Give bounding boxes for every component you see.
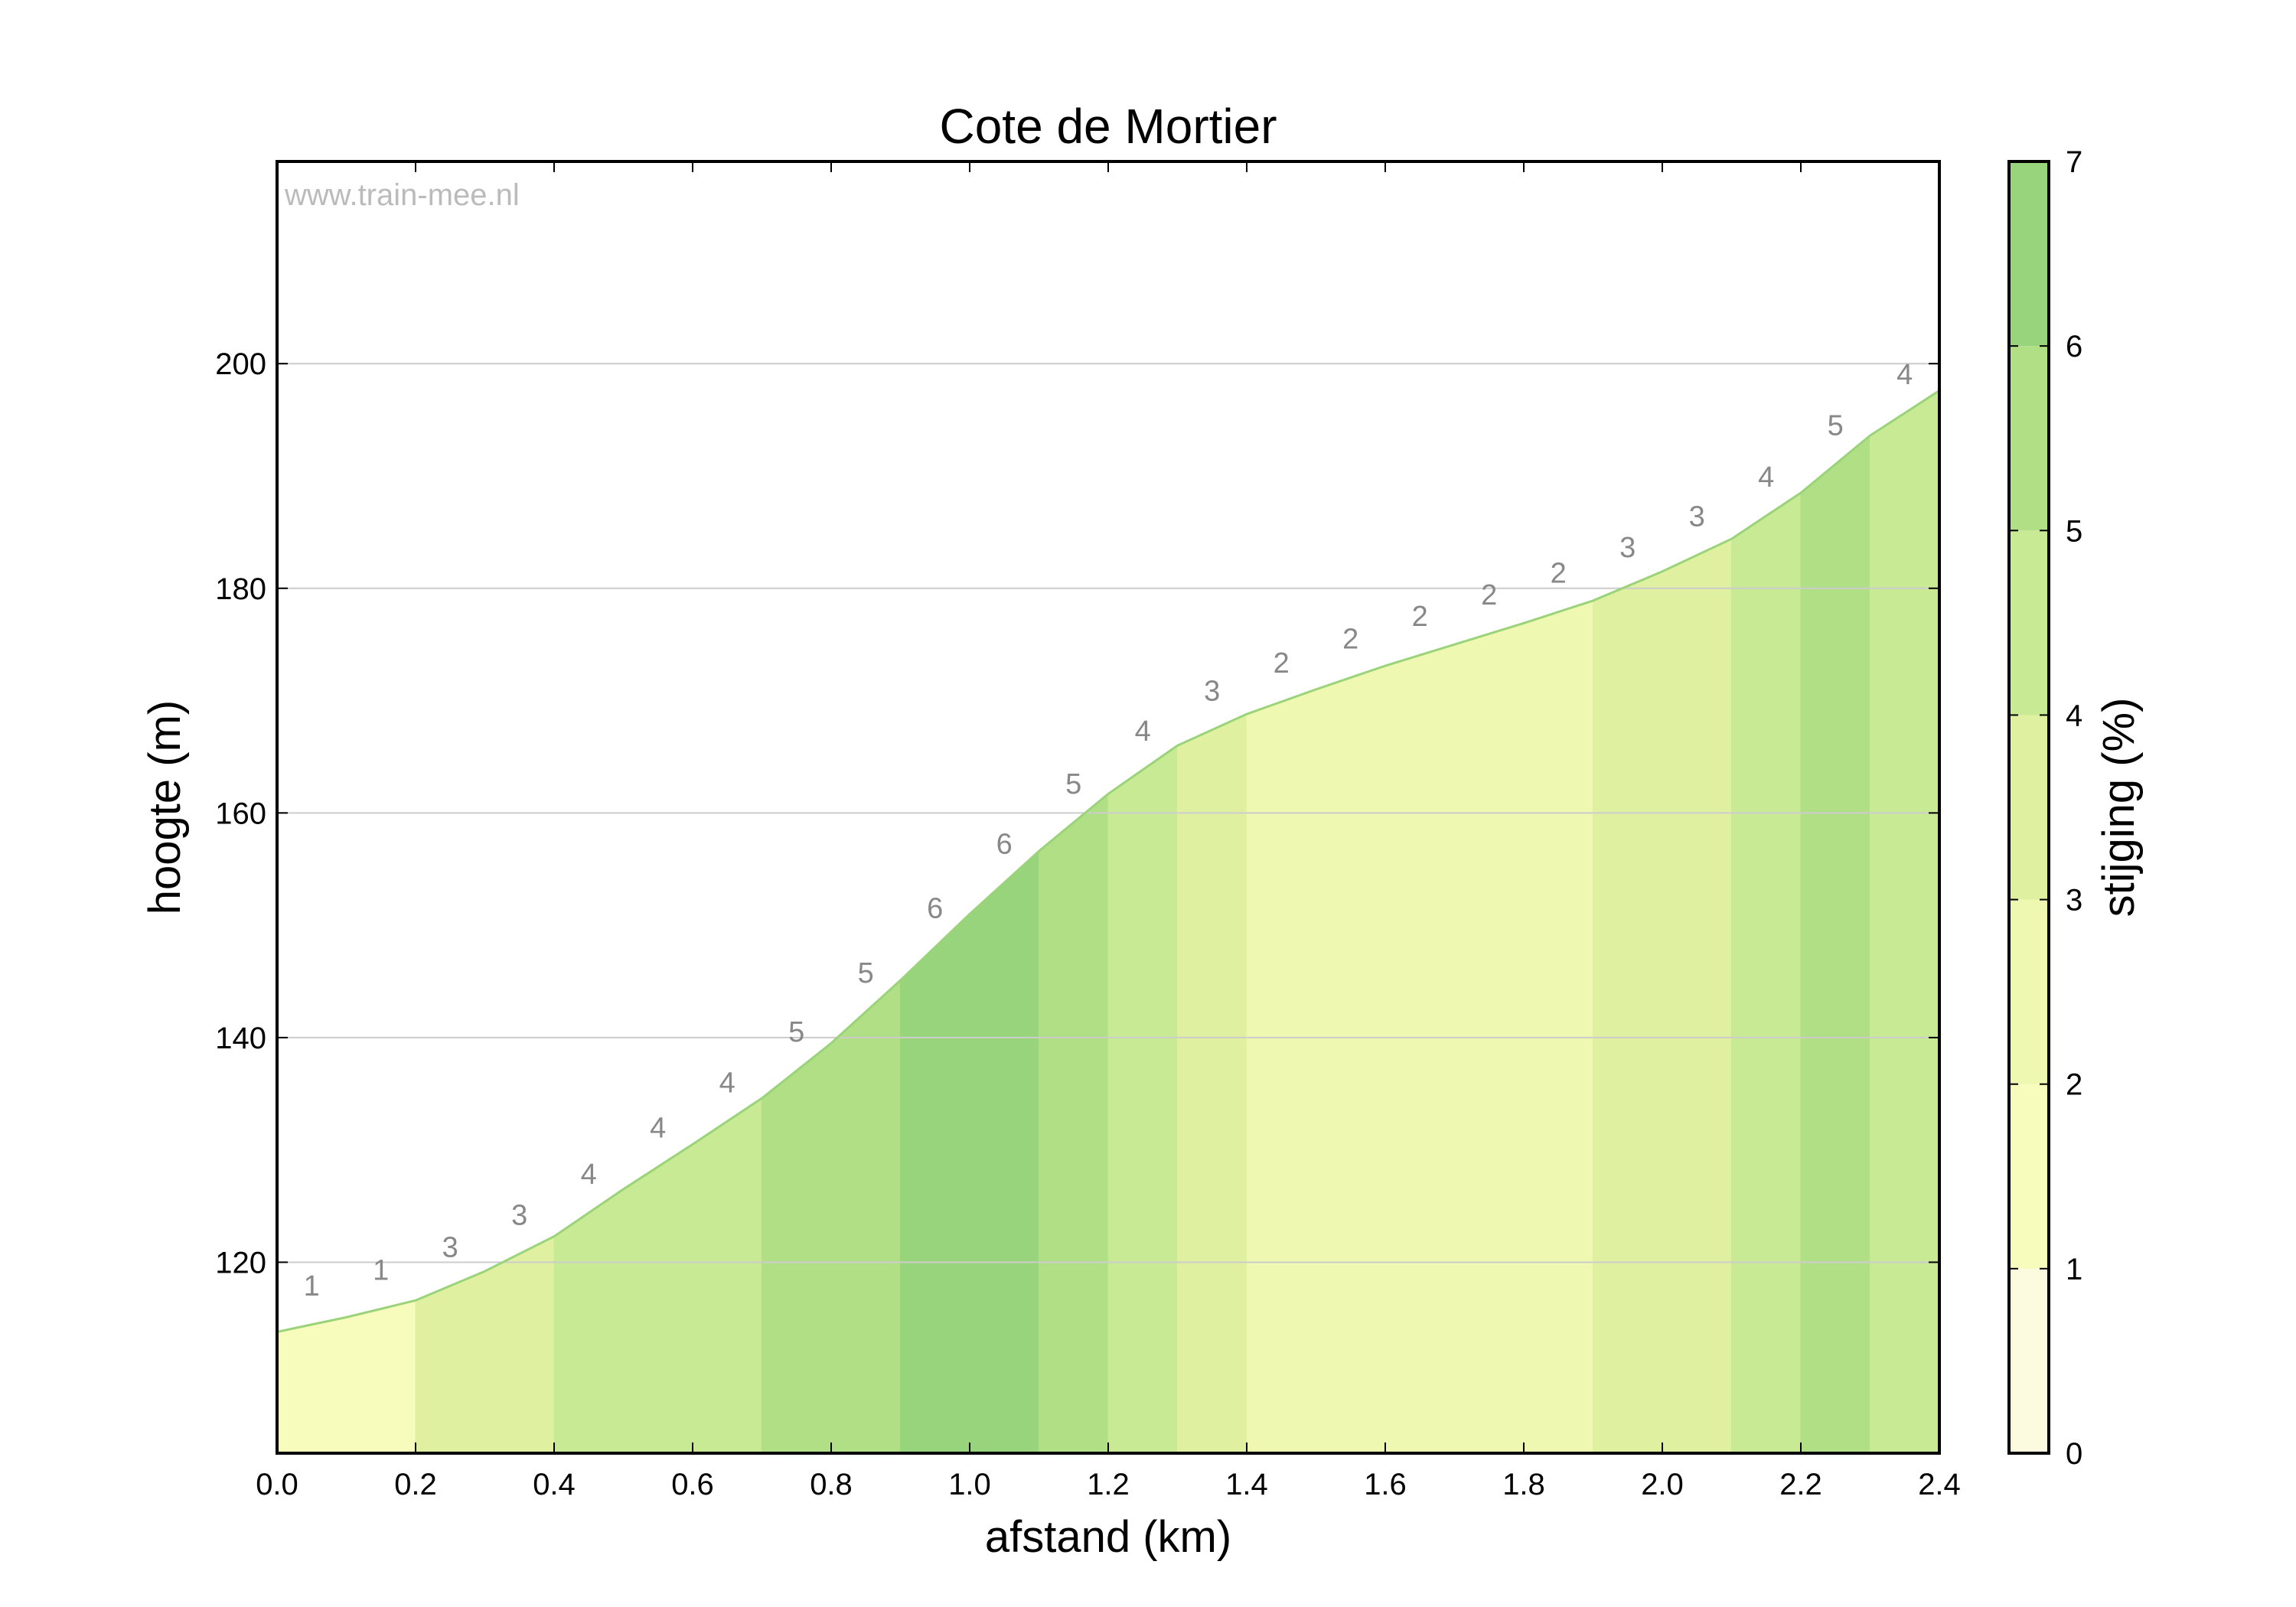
elevation-profile-line (276, 390, 1940, 1333)
colorbar-band (2009, 346, 2049, 531)
grade-labels: 1 1 3 3 4 4 4 5 5 6 6 5 4 3 2 2 2 2 2 3 3 4 5 4 (304, 359, 1913, 1302)
gradient-segment (623, 1143, 693, 1454)
colorbar-frame (2007, 160, 2050, 1455)
colorbar-tick-label: 7 (2066, 145, 2082, 179)
y-axis-label: hoogte (m) (140, 700, 190, 914)
y-tick-label: 140 (215, 1022, 266, 1055)
colorbar-band (2009, 161, 2049, 347)
watermark: www.train-mee.nl (284, 178, 520, 212)
x-tick-label: 2.4 (1918, 1468, 1961, 1501)
gradient-segment (1039, 793, 1109, 1454)
x-tick-label: 1.4 (1225, 1468, 1268, 1501)
x-tick-label: 0.0 (256, 1468, 298, 1501)
grade-label: 5 (1828, 410, 1844, 442)
y-tick-label: 180 (215, 572, 266, 606)
grade-label: 3 (1619, 532, 1636, 564)
grade-label: 2 (1342, 623, 1358, 655)
grade-label: 3 (442, 1231, 458, 1263)
grade-label: 4 (1896, 359, 1913, 391)
x-tick-label: 0.4 (533, 1468, 576, 1501)
colorbar-tick-label: 5 (2066, 514, 2082, 548)
grade-label: 5 (858, 957, 874, 989)
grade-label: 5 (1065, 768, 1081, 800)
x-tick-label: 2.2 (1779, 1468, 1822, 1501)
gradient-segment (692, 1097, 762, 1454)
colorbar-tick-label: 2 (2066, 1068, 2082, 1102)
grade-label: 2 (1274, 647, 1290, 680)
gradient-segment (830, 979, 901, 1454)
colorbar-tick-label: 3 (2066, 884, 2082, 918)
grid-lines (277, 363, 1939, 1263)
gradient-segment (1662, 538, 1732, 1454)
gradient-segment (1870, 390, 1940, 1454)
gradient-segment (484, 1235, 555, 1454)
x-axis: 0.0 0.2 0.4 0.6 0.8 1.0 1.2 1.4 1.6 1.8 2.0 2.2 2.4 (256, 161, 1961, 1501)
y-tick-label: 200 (215, 347, 266, 381)
y-tick-label: 120 (215, 1246, 266, 1279)
grade-label: 4 (650, 1113, 666, 1145)
grade-label: 3 (1204, 676, 1220, 708)
grade-label: 6 (927, 893, 943, 925)
grade-label: 5 (788, 1016, 804, 1048)
gradient-segment (415, 1270, 485, 1454)
colorbar-band (2009, 1268, 2049, 1453)
grade-label: 2 (1481, 579, 1497, 611)
colorbar (2009, 161, 2049, 1453)
x-axis-label: afstand (km) (985, 1512, 1231, 1562)
colorbar-band (2009, 899, 2049, 1084)
x-tick-label: 1.6 (1364, 1468, 1407, 1501)
grade-label: 2 (1551, 558, 1567, 590)
gradient-segment (346, 1299, 416, 1454)
grade-label: 1 (373, 1254, 389, 1286)
x-tick-label: 0.8 (810, 1468, 853, 1501)
grade-label: 4 (1135, 715, 1151, 748)
gradient-segment (1316, 665, 1386, 1454)
x-tick-label: 1.8 (1502, 1468, 1545, 1501)
y-axis: 120 140 160 180 200 (215, 347, 1939, 1279)
colorbar-label: stijging (%) (2094, 698, 2144, 918)
gradient-segment (1246, 689, 1316, 1454)
grade-label: 6 (996, 828, 1013, 860)
colorbar-band (2009, 715, 2049, 900)
gradient-fill-area (276, 390, 1940, 1454)
chart-title: Cote de Mortier (939, 99, 1277, 154)
grade-label: 2 (1412, 601, 1428, 633)
gradient-segment (1523, 600, 1593, 1454)
x-tick-label: 0.2 (394, 1468, 437, 1501)
gradient-segment (276, 1316, 347, 1454)
x-tick-label: 2.0 (1641, 1468, 1684, 1501)
gradient-segment (1107, 745, 1178, 1454)
colorbar-tick-label: 6 (2066, 330, 2082, 363)
gradient-segment (1593, 571, 1663, 1454)
colorbar-tick-label: 1 (2066, 1253, 2082, 1286)
grade-label: 4 (1758, 461, 1774, 494)
colorbar-tick-label: 0 (2066, 1437, 2082, 1471)
gradient-segment (969, 850, 1039, 1454)
colorbar-tick-label: 4 (2066, 699, 2082, 732)
colorbar-band (2009, 530, 2049, 715)
grade-label: 3 (1689, 500, 1705, 533)
grade-label: 3 (511, 1199, 527, 1231)
gradient-segment (1177, 713, 1247, 1454)
grade-label: 4 (719, 1067, 735, 1099)
grade-label: 4 (581, 1159, 597, 1191)
grade-label: 1 (304, 1270, 320, 1302)
gradient-segment (762, 1042, 832, 1454)
x-tick-label: 1.2 (1087, 1468, 1130, 1501)
gradient-segment (900, 913, 970, 1454)
x-tick-label: 1.0 (948, 1468, 991, 1501)
gradient-segment (1384, 644, 1455, 1454)
y-tick-label: 160 (215, 797, 266, 830)
colorbar-ticks: 0 1 2 3 4 5 6 7 (2009, 145, 2082, 1471)
gradient-segment (1731, 492, 1802, 1454)
colorbar-band (2009, 1084, 2049, 1269)
x-tick-label: 0.6 (671, 1468, 714, 1501)
